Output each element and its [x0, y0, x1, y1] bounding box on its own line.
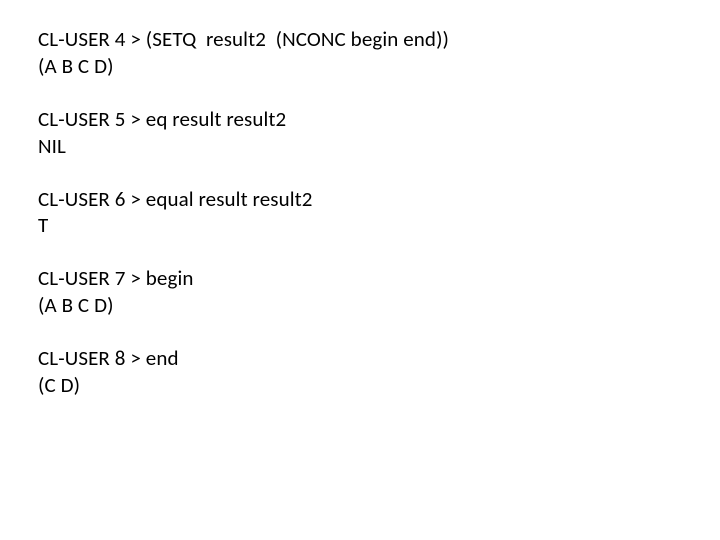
- repl-line: (A B C D): [38, 53, 682, 80]
- repl-transcript: CL-USER 4 > (SETQ result2 (NCONC begin e…: [0, 0, 720, 399]
- repl-line: T: [38, 212, 682, 239]
- repl-line: CL-USER 7 > begin: [38, 265, 682, 292]
- repl-line: (C D): [38, 372, 682, 399]
- repl-block: CL-USER 8 > end (C D): [38, 345, 682, 399]
- repl-line: CL-USER 8 > end: [38, 345, 682, 372]
- repl-line: CL-USER 5 > eq result result2: [38, 106, 682, 133]
- repl-block: CL-USER 6 > equal result result2 T: [38, 186, 682, 240]
- repl-block: CL-USER 4 > (SETQ result2 (NCONC begin e…: [38, 26, 682, 80]
- repl-block: CL-USER 7 > begin (A B C D): [38, 265, 682, 319]
- repl-line: CL-USER 6 > equal result result2: [38, 186, 682, 213]
- repl-line: NIL: [38, 133, 682, 160]
- repl-block: CL-USER 5 > eq result result2 NIL: [38, 106, 682, 160]
- repl-line: (A B C D): [38, 292, 682, 319]
- repl-line: CL-USER 4 > (SETQ result2 (NCONC begin e…: [38, 26, 682, 53]
